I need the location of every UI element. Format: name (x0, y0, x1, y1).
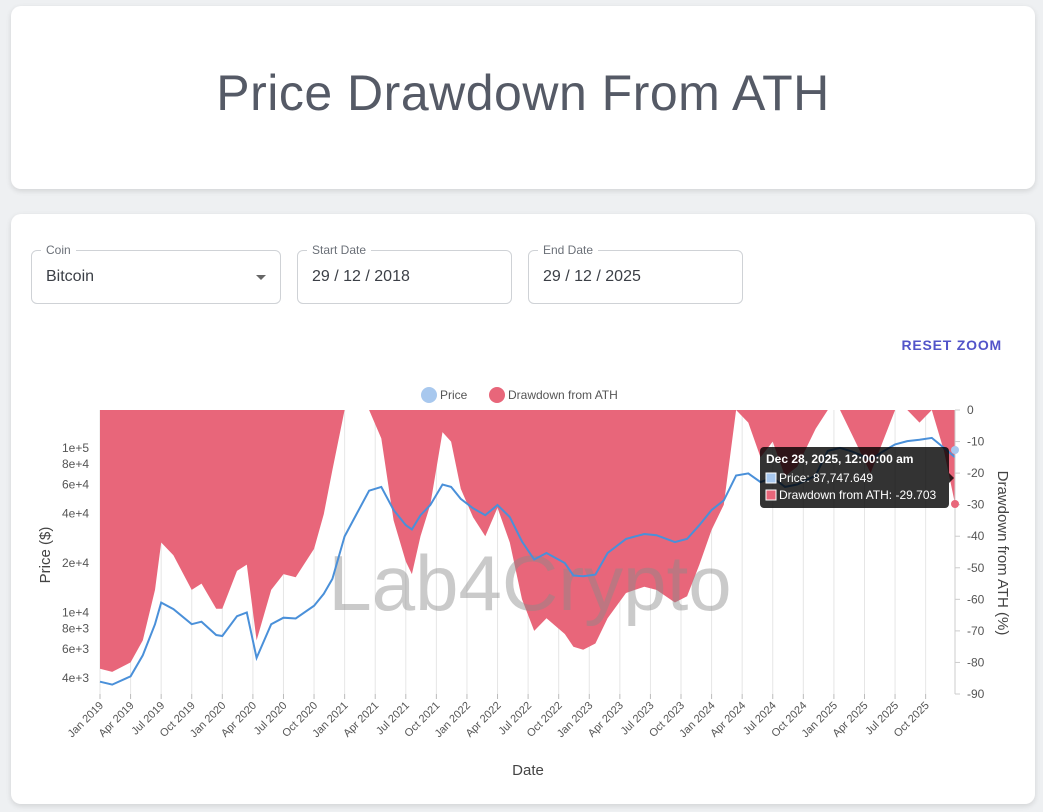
reset-zoom-button[interactable]: RESET ZOOM (901, 337, 1002, 353)
start-date-label: Start Date (307, 243, 372, 257)
page-title: Price Drawdown From ATH (216, 65, 830, 121)
chevron-down-icon[interactable] (256, 275, 266, 280)
coin-select[interactable]: Coin Bitcoin (31, 243, 281, 304)
end-date-value: 29 / 12 / 2025 (543, 268, 641, 285)
start-date-field[interactable]: Start Date 29 / 12 / 2018 (297, 243, 512, 304)
start-date-value: 29 / 12 / 2018 (312, 268, 410, 285)
chart-card: Coin Bitcoin Start Date 29 / 12 / 2018 E… (11, 214, 1035, 804)
title-card: Price Drawdown From ATH (11, 6, 1035, 189)
coin-value: Bitcoin (46, 268, 95, 285)
end-date-field[interactable]: End Date 29 / 12 / 2025 (528, 243, 743, 304)
end-date-label: End Date (538, 243, 599, 257)
coin-label: Coin (41, 243, 76, 257)
